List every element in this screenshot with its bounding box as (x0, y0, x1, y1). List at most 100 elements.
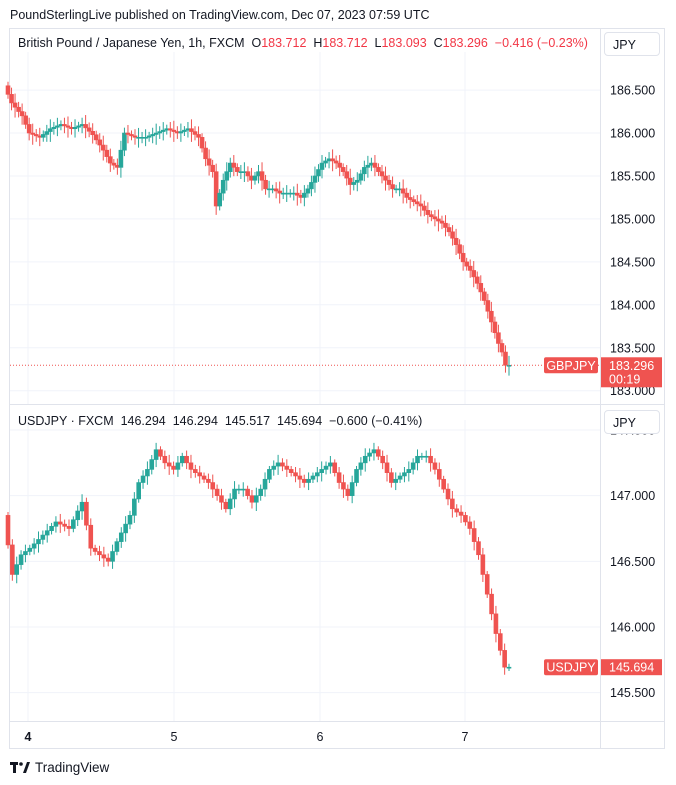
candle-body (422, 205, 427, 211)
candle-body (446, 227, 452, 233)
candle-body (171, 129, 177, 132)
candle-body (245, 171, 251, 177)
candle-body (127, 515, 133, 525)
candle-body (157, 131, 163, 134)
candle-body (66, 526, 72, 529)
usdjpy-currency-button[interactable]: JPY (604, 410, 660, 434)
candle-body (10, 544, 15, 575)
candle-body (160, 129, 166, 132)
usd-low-value: 145.517 (224, 414, 271, 428)
candle-body (88, 524, 94, 549)
candle-body (404, 192, 409, 198)
candle-body (506, 666, 512, 669)
candle-body (380, 455, 385, 464)
candle-body (323, 465, 329, 470)
candle-body (288, 469, 294, 473)
candle-body (31, 543, 37, 549)
candle-body (354, 469, 359, 483)
y-tick-label: 145.500 (610, 686, 655, 700)
candle-body (132, 135, 138, 138)
candle-body (471, 528, 477, 542)
candle-body (441, 478, 446, 490)
gbpjpy-currency-button[interactable]: JPY (604, 32, 660, 56)
candle-body (220, 179, 226, 194)
candle-body (323, 160, 328, 164)
candle-body (476, 541, 481, 556)
candle-body (171, 465, 176, 470)
candle-body (122, 132, 127, 151)
time-axis-divider (9, 721, 665, 722)
x-tick-label: 7 (462, 730, 469, 744)
candle-body (390, 184, 395, 190)
candle-body (454, 508, 460, 513)
candle-body (178, 131, 184, 134)
candle-body (101, 554, 107, 559)
pane-divider[interactable] (9, 404, 665, 405)
candle-body (62, 124, 67, 127)
x-tick-label: 5 (171, 730, 178, 744)
candle-body (386, 179, 392, 185)
candle-body (372, 162, 378, 168)
candle-body (349, 482, 355, 496)
candle-body (428, 455, 433, 464)
candle-body (92, 547, 98, 552)
candle-body (150, 134, 155, 137)
candle-body (53, 521, 59, 527)
candle-body (337, 162, 342, 168)
candle-body (90, 130, 95, 136)
y-tick-label: 146.500 (610, 555, 655, 569)
y-tick-label: 147.000 (610, 489, 655, 503)
candle-body (402, 472, 407, 477)
candle-body (315, 472, 320, 477)
candle-body (51, 126, 57, 130)
footer-brand[interactable]: TradingView (10, 760, 109, 775)
candle-body (410, 462, 416, 470)
footer-brand-text: TradingView (35, 760, 110, 775)
candle-body (453, 237, 459, 245)
candle-body (9, 94, 14, 104)
candle-body (499, 343, 505, 353)
candle-body (423, 455, 429, 458)
candle-body (214, 488, 220, 496)
symbol-tag-bg (544, 357, 598, 374)
candle-body (153, 449, 159, 460)
chart-frame (9, 28, 665, 749)
candle-body (474, 276, 480, 284)
candle-body (450, 498, 455, 510)
candle-body (267, 469, 272, 480)
candle-body (114, 541, 120, 552)
candle-body (175, 462, 181, 470)
candle-body (49, 526, 54, 531)
candle-body (30, 132, 35, 135)
candle-body (235, 167, 240, 172)
usd-open-value: 146.294 (120, 414, 166, 428)
close-value: 183.296 (442, 36, 488, 50)
candle-body (379, 171, 385, 177)
candle-body (199, 137, 205, 149)
candle-body (75, 510, 81, 521)
candle-body (450, 231, 455, 239)
candle-body (376, 167, 381, 172)
candle-body (333, 160, 339, 164)
candle-body (489, 593, 494, 615)
y-tick-label: 185.000 (610, 212, 655, 226)
candle-body (129, 134, 134, 137)
candle-body (351, 182, 357, 185)
candle-body (482, 291, 487, 301)
candle-body (44, 530, 50, 536)
candle-body (245, 488, 250, 496)
candle-body (332, 462, 338, 473)
candle-body (254, 495, 259, 503)
candle-body (497, 633, 503, 651)
candle-body (12, 102, 18, 108)
y-tick-label: 183.000 (610, 384, 655, 398)
candle-body (467, 265, 473, 271)
candle-body (19, 111, 25, 117)
candle-body (57, 521, 63, 525)
candle-body (271, 465, 277, 470)
price-scale-divider (600, 28, 601, 749)
candle-body (83, 124, 88, 129)
candle-body (418, 203, 424, 207)
candle-body (146, 135, 152, 138)
